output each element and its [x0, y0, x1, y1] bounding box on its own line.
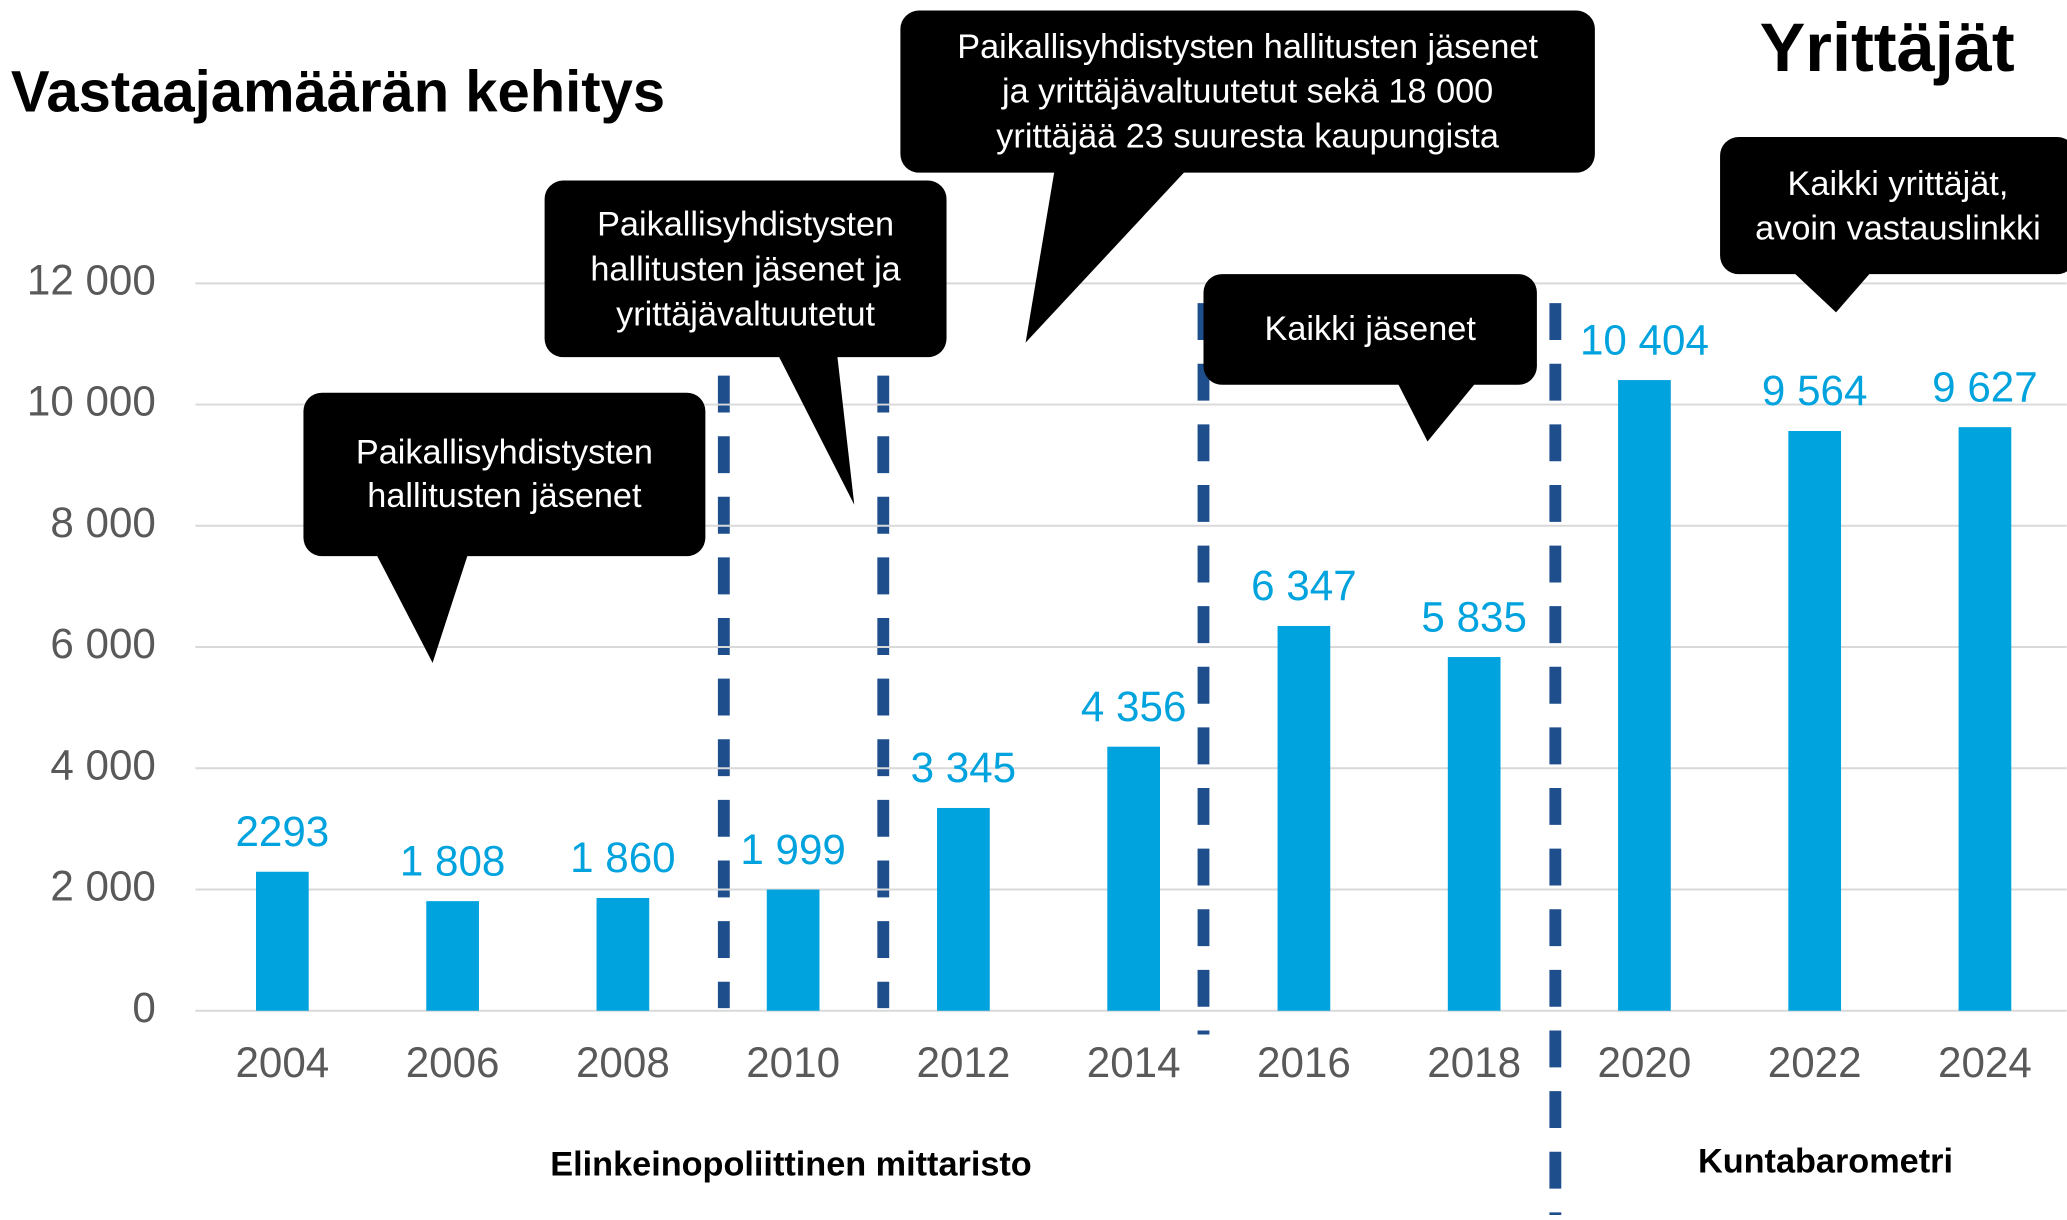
chart-title: Vastaajamäärän kehitys — [11, 61, 665, 125]
callout-pointer — [777, 354, 855, 505]
value-label: 9 627 — [1932, 363, 2038, 410]
callout-pointer — [1397, 382, 1477, 442]
y-tick-label: 6 000 — [50, 620, 156, 667]
bar — [426, 901, 479, 1011]
callout-text: hallitusten jäsenet — [367, 477, 642, 515]
y-tick-label: 12 000 — [27, 256, 156, 303]
callout-text: Paikallisyhdistysten — [356, 434, 653, 472]
callout-text: Paikallisyhdistysten hallitusten jäsenet — [957, 28, 1538, 66]
value-label: 3 345 — [911, 744, 1016, 791]
bar — [1618, 380, 1671, 1011]
callout-pointer — [1792, 271, 1872, 313]
bar — [937, 807, 990, 1011]
bar — [1277, 625, 1331, 1011]
callout-text: hallitusten jäsenet ja — [590, 251, 901, 289]
section-label: Elinkeinopoliittinen mittaristo — [550, 1145, 1031, 1183]
x-tick-label: 2006 — [406, 1039, 500, 1086]
x-tick-label: 2024 — [1938, 1039, 2032, 1086]
x-tick-label: 2018 — [1427, 1039, 1521, 1086]
bar — [766, 889, 820, 1011]
bar — [1788, 430, 1842, 1011]
callout-text: Kaikki yrittäjät, — [1788, 165, 2009, 203]
callout-box — [544, 180, 947, 358]
x-tick-label: 2022 — [1768, 1039, 1862, 1086]
value-label: 6 347 — [1251, 562, 1357, 609]
bar — [1447, 657, 1501, 1011]
callout-box — [303, 392, 706, 557]
section-label: Kuntabarometri — [1698, 1143, 1953, 1181]
value-label: 1 860 — [570, 834, 676, 881]
bar — [1107, 746, 1161, 1011]
x-tick-label: 2010 — [746, 1039, 840, 1086]
dividers — [717, 303, 1562, 1215]
callout-box — [1203, 274, 1537, 385]
x-tick-label: 2012 — [917, 1039, 1011, 1086]
callout-text: Paikallisyhdistysten — [597, 206, 894, 244]
value-label: 1 999 — [740, 826, 846, 873]
callout-text: avoin vastauslinkki — [1755, 210, 2041, 248]
value-label: 9 564 — [1762, 367, 1868, 414]
logo: Yrittäjät — [1760, 9, 2015, 86]
x-tick-label: 2014 — [1087, 1039, 1181, 1086]
x-tick-label: 2004 — [235, 1039, 329, 1086]
y-tick-label: 8 000 — [50, 499, 156, 546]
x-tick-label: 2016 — [1257, 1039, 1351, 1086]
bar — [1958, 427, 2012, 1011]
y-tick-label: 0 — [132, 984, 155, 1031]
callout-box — [1720, 137, 2067, 275]
value-label: 1 808 — [400, 837, 506, 884]
x-tick-label: 2008 — [576, 1039, 670, 1086]
callout-text: yrittäjää 23 suuresta kaupungista — [996, 117, 1500, 155]
value-label: 4 356 — [1081, 683, 1187, 730]
value-label: 10 404 — [1580, 316, 1709, 363]
callout-text: Kaikki jäsenet — [1265, 310, 1477, 348]
bar — [596, 897, 650, 1011]
callout-pointer — [1025, 169, 1187, 343]
value-label: 2293 — [235, 808, 329, 855]
x-tick-label: 2020 — [1598, 1039, 1692, 1086]
y-tick-label: 2 000 — [50, 863, 156, 910]
value-label: 5 835 — [1421, 593, 1527, 640]
callout-text: ja yrittäjävaltuutetut sekä 18 000 — [1001, 73, 1493, 111]
bar — [256, 871, 309, 1011]
callout-box — [900, 10, 1595, 173]
callout-pointer — [375, 553, 469, 663]
y-tick-label: 10 000 — [27, 378, 156, 425]
callout-text: yrittäjävaltuutetut — [616, 295, 875, 333]
y-tick-label: 4 000 — [50, 741, 156, 788]
